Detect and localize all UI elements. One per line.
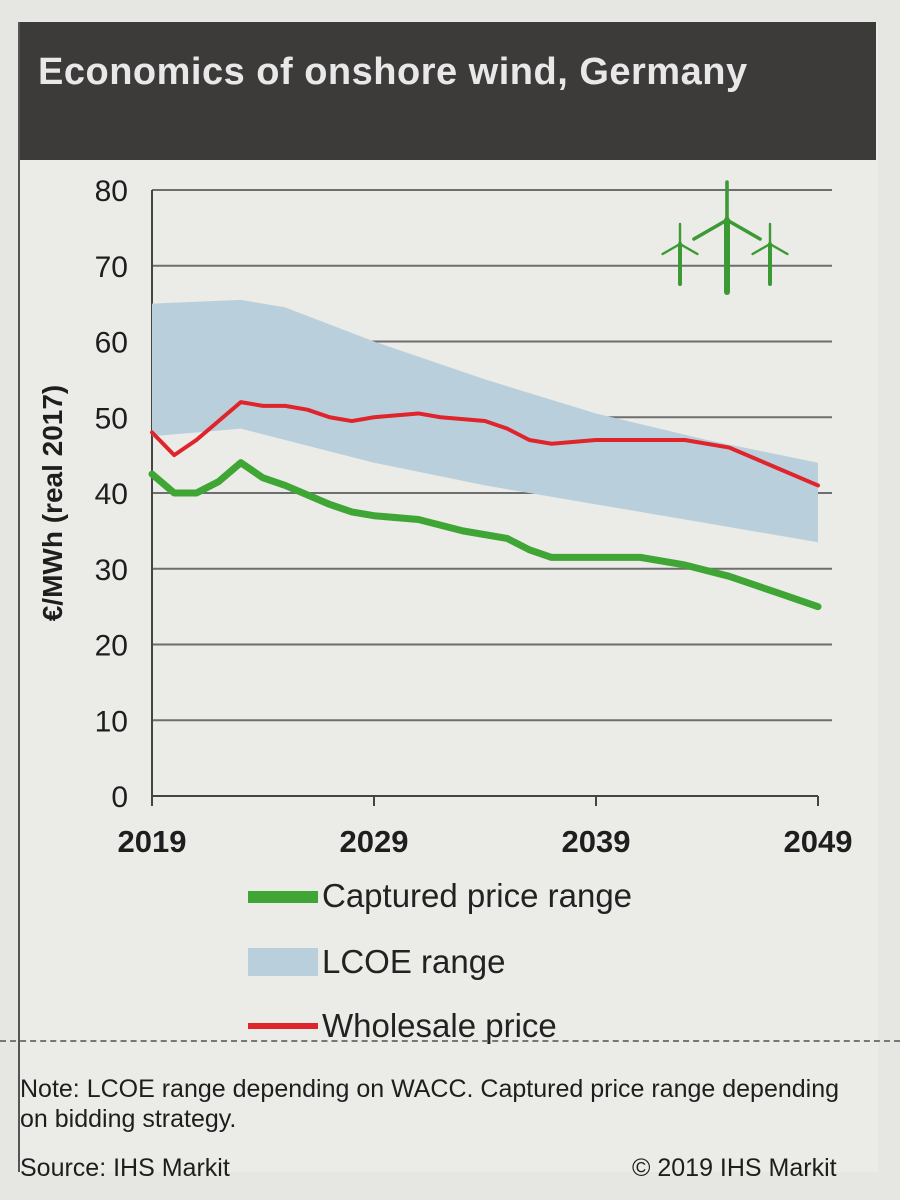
y-tick-label: 50 — [95, 402, 128, 435]
y-axis-title: €/MWh (real 2017) — [37, 385, 68, 622]
y-tick-label: 30 — [95, 554, 128, 587]
legend-swatch-captured — [248, 891, 318, 903]
y-tick-label: 20 — [95, 630, 128, 663]
x-tick-label: 2039 — [562, 824, 631, 859]
x-tick-label: 2019 — [118, 824, 187, 859]
legend-item-wholesale: Wholesale price — [248, 1006, 748, 1046]
y-tick-label: 40 — [95, 478, 128, 511]
chart-source: Source: IHS Markit — [20, 1154, 230, 1182]
wind-turbines-icon — [661, 180, 789, 295]
wholesale-price-line — [150, 400, 820, 488]
legend-label-wholesale: Wholesale price — [322, 1007, 557, 1044]
copyright: © 2019 IHS Markit — [632, 1154, 837, 1182]
y-tick-label: 70 — [95, 251, 128, 284]
chart-title: Economics of onshore wind, Germany — [38, 51, 748, 93]
legend-swatch-wholesale — [248, 1023, 318, 1029]
captured-price-line — [148, 459, 822, 611]
x-tick-label: 2049 — [784, 824, 853, 859]
y-tick-label: 60 — [95, 327, 128, 360]
title-bar — [20, 22, 876, 160]
legend-label-lcoe: LCOE range — [322, 943, 506, 980]
legend-label-captured: Captured price range — [322, 877, 633, 914]
chart-note: Note: LCOE range depending on WACC. Capt… — [20, 1075, 840, 1133]
y-tick-label: 80 — [95, 175, 128, 208]
chart-panel — [18, 22, 878, 1172]
legend-swatch-lcoe — [248, 948, 318, 976]
legend-item-captured: Captured price range — [248, 876, 748, 916]
y-tick-label: 0 — [111, 781, 128, 814]
divider-rule — [0, 1040, 900, 1042]
x-tick-label: 2029 — [340, 824, 409, 859]
y-tick-label: 10 — [95, 705, 128, 738]
legend-item-lcoe: LCOE range — [248, 942, 748, 982]
chart-plot: 0 10 20 30 40 50 60 70 80 2019 2029 2039 2049 €/MWh (… — [37, 175, 853, 859]
